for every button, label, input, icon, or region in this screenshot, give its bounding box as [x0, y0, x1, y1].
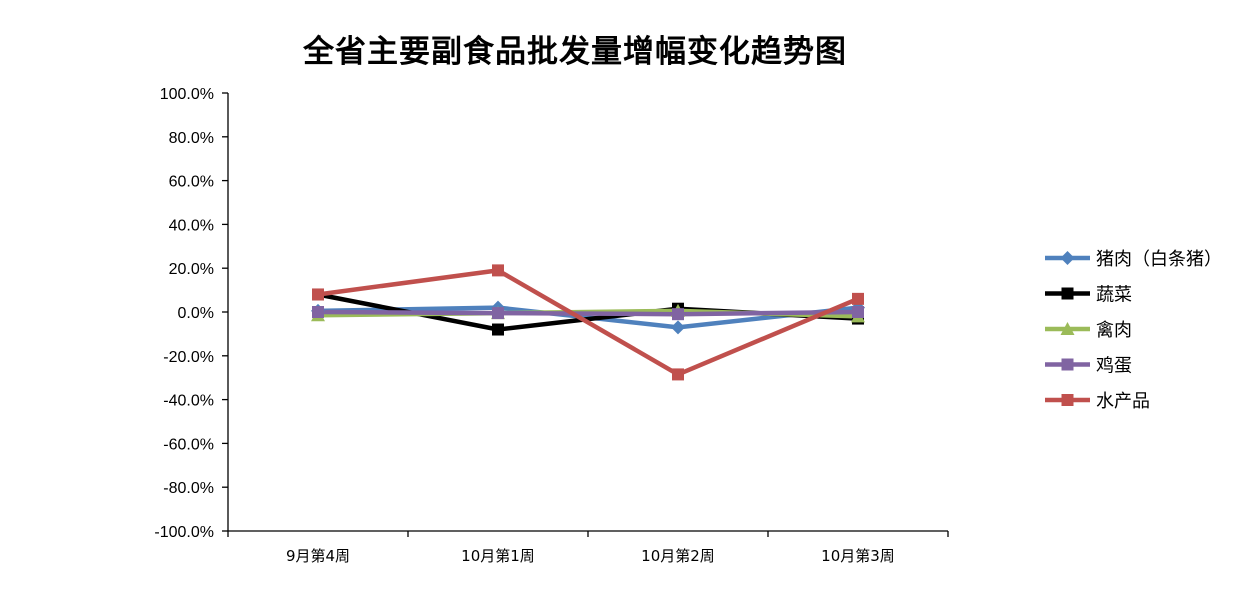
y-tick-label: -20.0%: [163, 349, 214, 366]
legend-label: 猪肉（白条猪）: [1096, 249, 1222, 270]
y-tick-label: -100.0%: [154, 524, 214, 541]
y-tick-label: -40.0%: [163, 393, 214, 410]
y-tick-label: 0.0%: [178, 305, 214, 322]
data-point: [671, 320, 685, 335]
y-tick-label: 100.0%: [160, 86, 214, 103]
legend-marker: [1060, 251, 1075, 265]
chart-title: 全省主要副食品批发量增幅变化趋势图: [303, 34, 847, 70]
series-lines: [317, 268, 859, 377]
data-point: [852, 306, 864, 318]
legend-marker: [1060, 322, 1075, 335]
series-markers: [311, 264, 865, 381]
legend-label: 鸡蛋: [1096, 356, 1132, 377]
x-tick-label: 10月第1周: [461, 547, 535, 565]
y-tick-label: 20.0%: [169, 261, 214, 278]
legend-label: 禽肉: [1096, 320, 1132, 341]
legend-marker: [1061, 287, 1074, 300]
data-point: [672, 368, 684, 381]
data-point: [492, 307, 504, 320]
legend-item: 猪肉（白条猪）: [1045, 249, 1222, 270]
data-point: [852, 292, 864, 305]
legend-item: 水产品: [1045, 391, 1150, 412]
data-point: [312, 288, 324, 301]
series-line: [317, 309, 859, 317]
legend-label: 水产品: [1096, 391, 1150, 412]
x-tick-label: 10月第3周: [821, 547, 895, 565]
y-tick-label: 80.0%: [169, 130, 214, 147]
data-point: [672, 308, 684, 321]
legend-marker: [1061, 394, 1074, 406]
legend-label: 蔬菜: [1096, 285, 1132, 306]
y-axis-ticks: 100.0% 80.0% 60.0% 40.0% 20.0% 0.0% -20.0% -40.…: [154, 86, 228, 541]
x-axis-ticks: 9月第4周 10月第1周 10月第2周 10月第3周: [227, 531, 949, 565]
legend-item: 鸡蛋: [1045, 356, 1132, 377]
x-tick-label: 9月第4周: [286, 547, 350, 565]
y-tick-label: -60.0%: [163, 436, 214, 453]
data-point: [492, 264, 504, 277]
x-tick-label: 10月第2周: [641, 547, 715, 565]
legend-marker: [1061, 358, 1074, 371]
data-point: [312, 306, 324, 318]
series-line: [317, 268, 859, 377]
data-point: [492, 323, 504, 336]
y-tick-label: -80.0%: [163, 480, 214, 497]
legend-item: 蔬菜: [1045, 285, 1132, 306]
legend-item: 禽肉: [1045, 320, 1132, 341]
y-tick-label: 40.0%: [169, 217, 214, 234]
y-tick-label: 60.0%: [169, 174, 214, 191]
